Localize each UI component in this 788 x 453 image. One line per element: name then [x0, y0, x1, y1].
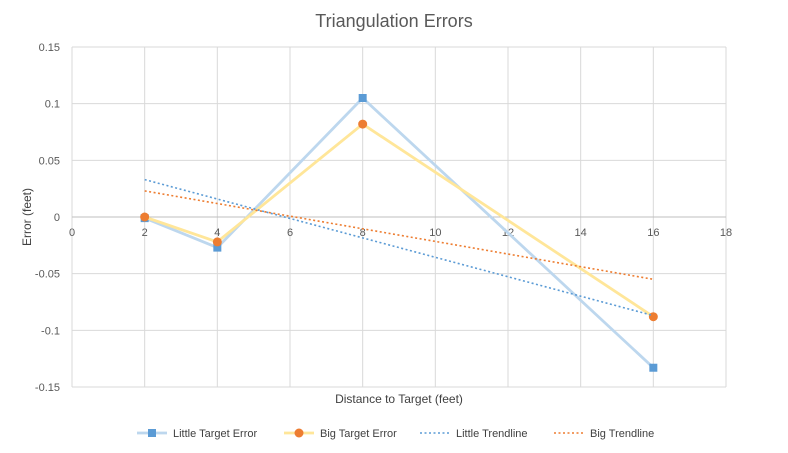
series-1-point-1 [212, 237, 222, 247]
y-tick-label-1: 0.1 [45, 99, 60, 111]
y-tick-labels: 0.15 0.1 0.05 0 -0.05 -0.1 -0.15 [35, 42, 60, 394]
series-1-point-3 [648, 312, 658, 322]
x-tick-label-0: 0 [69, 227, 75, 239]
x-axis-label: Distance to Target (feet) [335, 392, 463, 406]
legend: Little Target Error Big Target Error Littl… [137, 428, 654, 440]
series-1-point-0 [140, 212, 150, 222]
y-axis-label: Error (feet) [20, 188, 34, 246]
y-tick-label-0: 0.15 [39, 42, 60, 54]
chart-title: Triangulation Errors [315, 11, 472, 31]
y-tick-label-4: -0.05 [35, 269, 60, 281]
y-tick-label-2: 0.05 [39, 155, 60, 167]
series-0-point-3 [649, 363, 658, 372]
y-tick-label-5: -0.1 [41, 325, 60, 337]
legend-marker-0 [148, 429, 156, 437]
series-group [140, 94, 658, 372]
series-line-1 [144, 122, 655, 318]
legend-label-1: Big Target Error [320, 428, 397, 440]
series-line-3 [144, 190, 654, 281]
x-tick-label-7: 14 [575, 227, 587, 239]
legend-label-0: Little Target Error [173, 428, 258, 440]
x-tick-label-3: 6 [287, 227, 293, 239]
x-tick-label-4: 8 [360, 227, 366, 239]
x-tick-label-8: 16 [647, 227, 659, 239]
legend-marker-1 [294, 428, 304, 438]
y-tick-label-3: 0 [54, 212, 60, 224]
legend-label-2: Little Trendline [456, 428, 528, 440]
legend-label-3: Big Trendline [590, 428, 654, 440]
x-tick-label-1: 2 [142, 227, 148, 239]
x-tick-label-5: 10 [429, 227, 441, 239]
y-tick-label-6: -0.15 [35, 382, 60, 394]
series-0-point-1 [213, 243, 222, 252]
x-tick-label-9: 18 [720, 227, 732, 239]
series-1-point-2 [358, 119, 368, 129]
series-line-0 [144, 96, 655, 369]
series-0-point-2 [358, 94, 367, 102]
x-tick-label-2: 4 [214, 227, 220, 239]
